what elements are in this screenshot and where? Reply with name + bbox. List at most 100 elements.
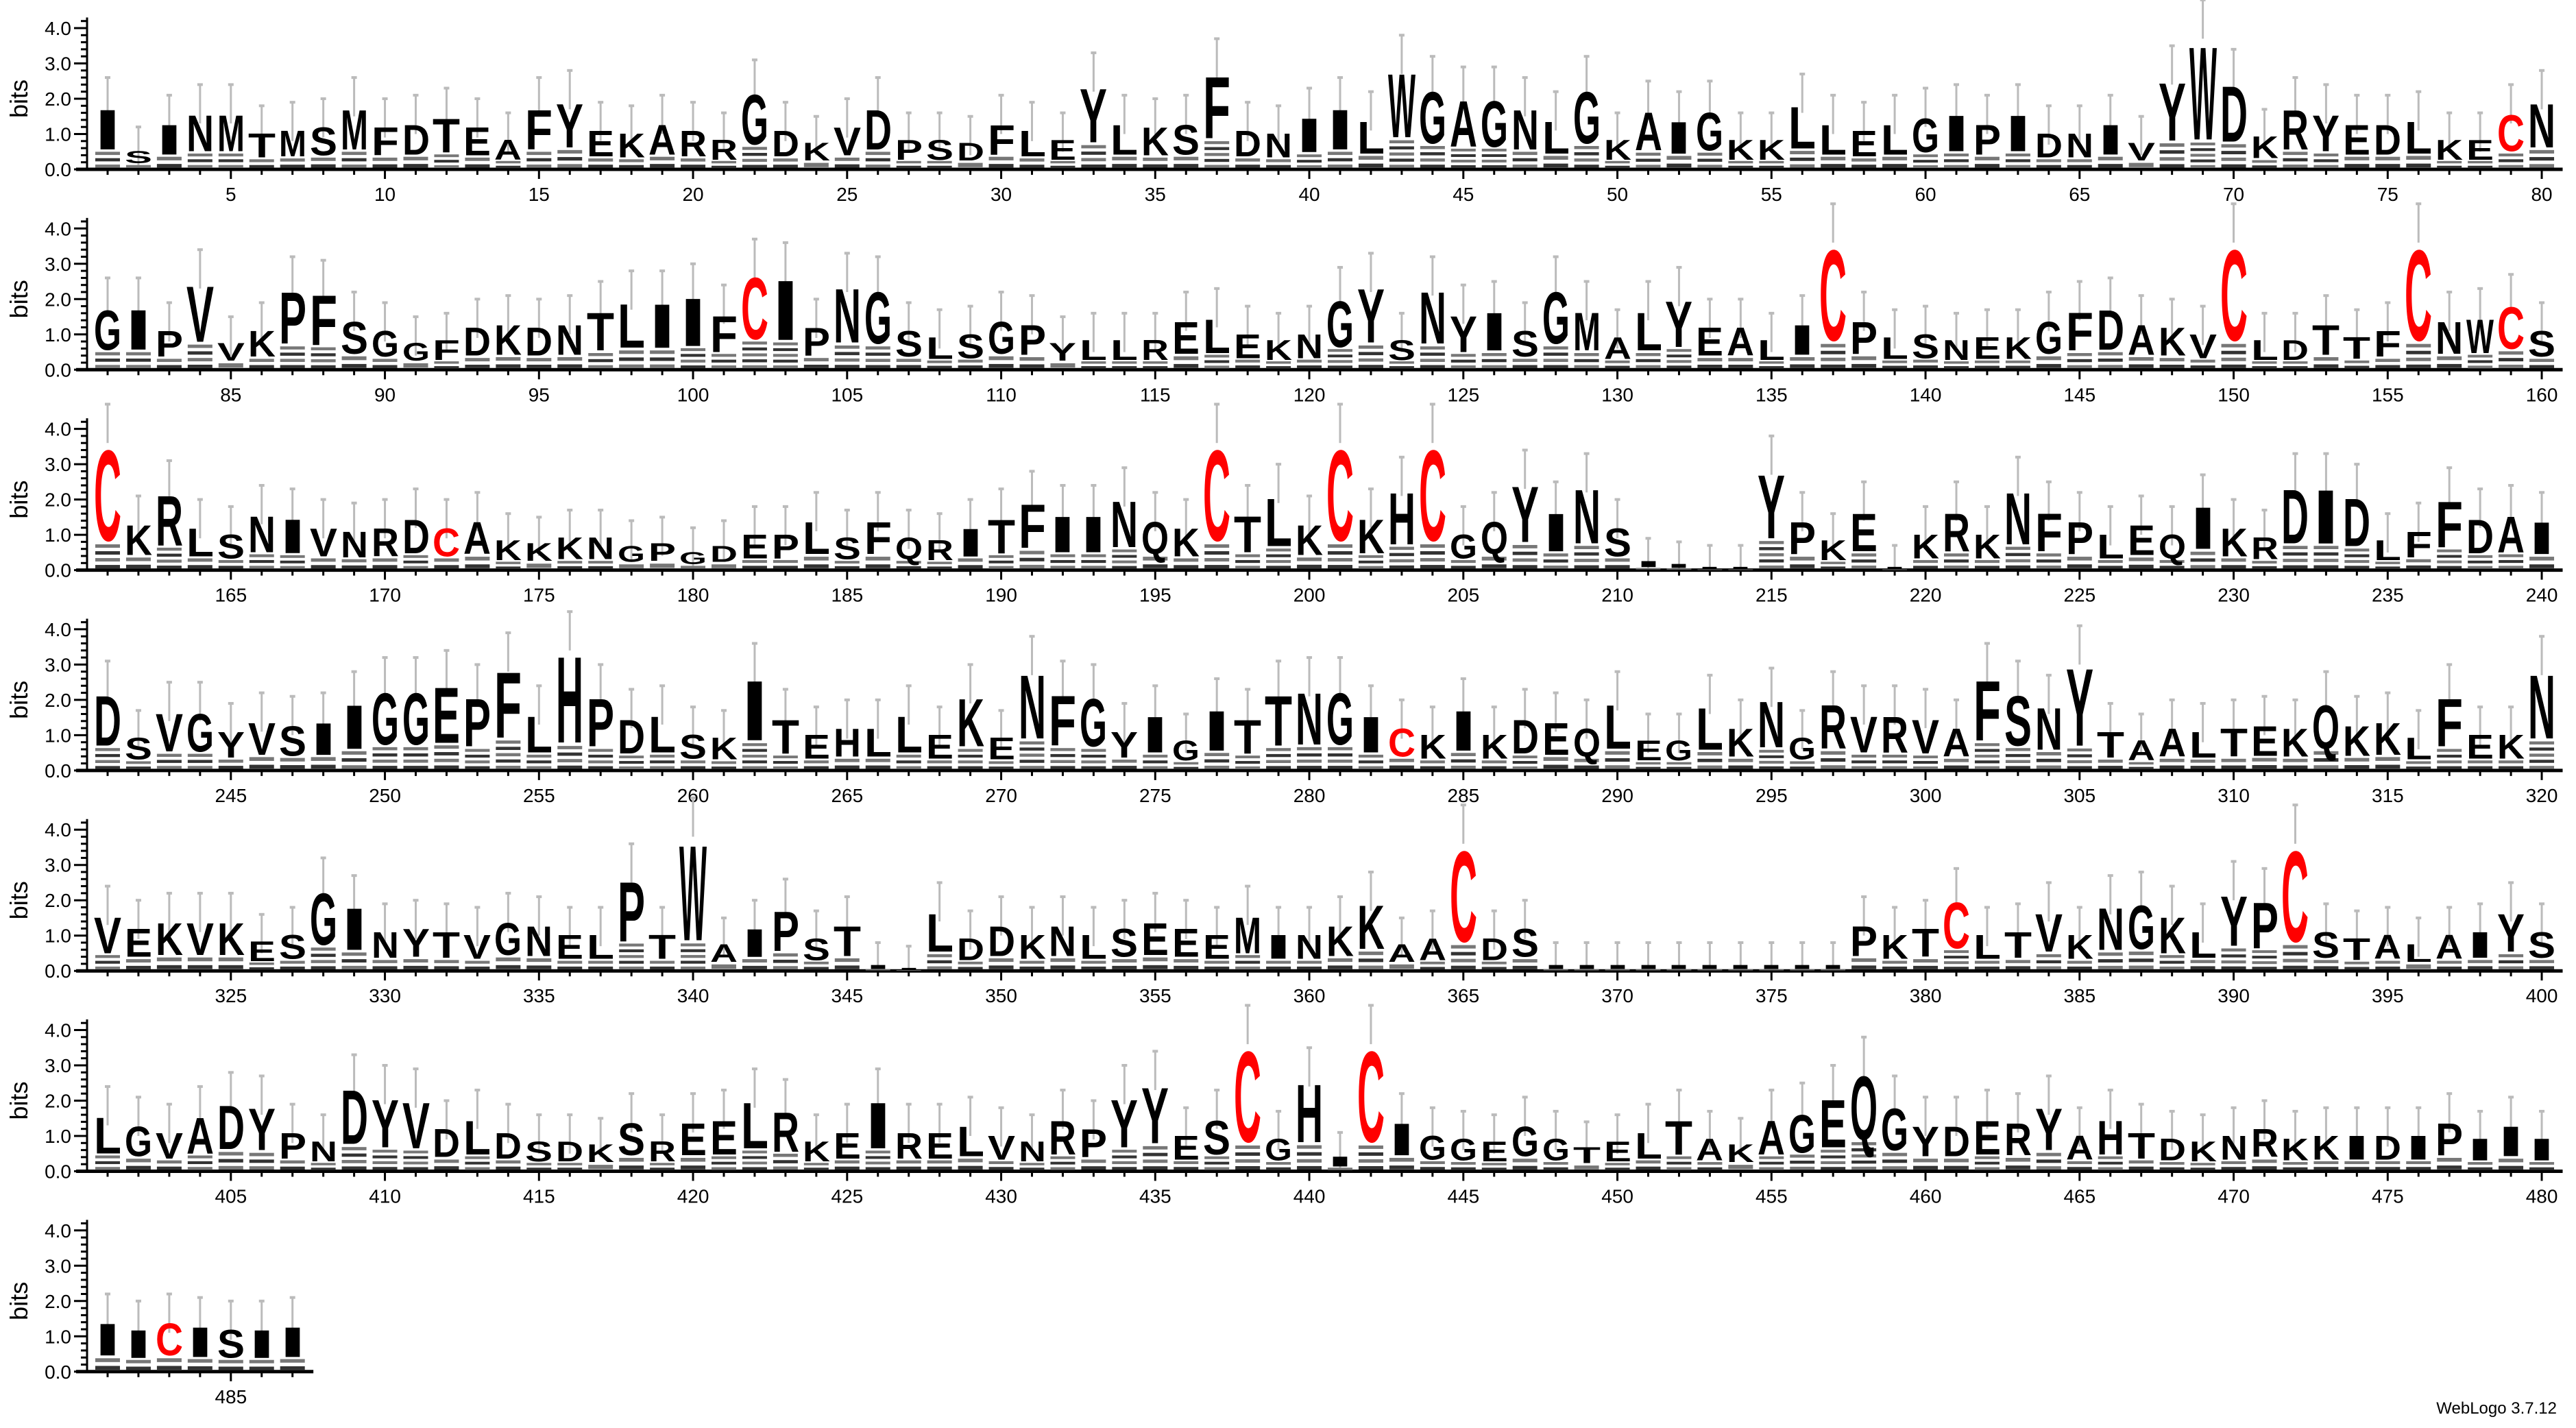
x-tick-label: 445: [1447, 1186, 1479, 1207]
minor-residue-stack: [1882, 966, 1908, 970]
minor-residue-stack: [1266, 960, 1291, 964]
minor-residue-stack: [712, 359, 736, 363]
minor-residue-stack: [187, 558, 212, 562]
minor-residue-stack: [125, 1165, 151, 1170]
minor-residue-stack: [526, 564, 552, 568]
minor-residue-stack: [927, 766, 952, 769]
minor-residue-stack: [2529, 960, 2555, 963]
minor-residue-stack: [1512, 558, 1538, 562]
minor-residue-stack: [988, 560, 1014, 564]
minor-residue-stack: [958, 967, 983, 970]
minor-residue-stack: [249, 554, 274, 557]
minor-residue-stack: [958, 365, 983, 369]
minor-residue-stack: [1389, 559, 1414, 563]
minor-residue-stack: [742, 147, 767, 150]
minor-residue-stack: [619, 357, 644, 361]
minor-residue-stack: [1821, 364, 1846, 368]
minor-residue-stack: [712, 564, 736, 568]
minor-residue-stack: [927, 165, 952, 169]
minor-residue-stack: [1358, 352, 1383, 356]
minor-residue-stack: [588, 158, 613, 162]
minor-residue-stack: [834, 758, 860, 762]
minor-residue-stack: [557, 566, 583, 569]
minor-residue-stack: [2283, 165, 2308, 168]
minor-residue-stack: [1266, 1162, 1291, 1165]
minor-residue-stack: [1913, 365, 1939, 369]
y-tick-label: 3.0: [45, 654, 71, 675]
minor-residue-stack: [1297, 966, 1322, 970]
minor-residue-stack: [1112, 965, 1137, 969]
minor-residue-stack: [2128, 557, 2154, 561]
minor-residue-stack: [1297, 165, 1322, 169]
minor-residue-stack: [2221, 144, 2246, 148]
minor-residue-stack: [1204, 141, 1230, 145]
minor-residue-stack: [2098, 559, 2123, 564]
minor-residue-stack: [187, 753, 212, 758]
minor-residue-stack: [156, 766, 182, 769]
minor-residue-stack: [465, 766, 490, 769]
minor-residue-stack: [1143, 766, 1168, 769]
minor-residue-stack: [125, 1366, 151, 1370]
minor-residue-stack: [2005, 766, 2030, 769]
minor-residue-stack: [834, 561, 860, 564]
minor-residue-stack: [1512, 544, 1538, 548]
minor-residue-stack: [249, 365, 274, 369]
minor-residue-stack: [619, 364, 644, 368]
minor-residue-stack: [2159, 364, 2185, 368]
minor-residue-stack: [249, 962, 274, 965]
minor-residue-stack: [2252, 1159, 2277, 1163]
minor-residue-stack: [1081, 960, 1106, 964]
minor-residue-stack: [1450, 958, 1476, 963]
minor-residue-stack: [341, 965, 367, 969]
minor-residue-stack: [1328, 152, 1352, 156]
minor-residue-stack: [927, 1160, 952, 1164]
y-tick-label: 3.0: [45, 1255, 71, 1276]
minor-residue-stack: [249, 757, 274, 761]
minor-residue-stack: [1790, 564, 1815, 568]
minor-residue-stack: [1420, 544, 1445, 548]
minor-residue-stack: [681, 1157, 706, 1162]
minor-residue-stack: [896, 561, 921, 564]
minor-residue-stack: [1297, 365, 1322, 369]
minor-residue-stack: [434, 154, 459, 158]
minor-residue-stack: [1728, 364, 1753, 368]
minor-residue-stack: [1235, 960, 1261, 964]
minor-residue-stack: [1605, 751, 1630, 755]
minor-residue-stack: [1112, 1155, 1137, 1159]
minor-residue-stack: [557, 1163, 583, 1165]
x-tick-label: 375: [1755, 985, 1788, 1006]
x-tick-label: 15: [528, 184, 550, 205]
minor-residue-stack: [95, 1161, 120, 1165]
minor-residue-stack: [2036, 356, 2061, 361]
minor-residue-stack: [156, 156, 182, 160]
minor-residue-stack: [619, 955, 644, 958]
minor-residue-stack: [249, 159, 274, 162]
minor-residue-stack: [1112, 164, 1137, 168]
minor-residue-stack: [1450, 159, 1476, 162]
y-axis-label: bits: [5, 280, 33, 318]
minor-residue-stack: [650, 357, 675, 361]
minor-residue-stack: [1697, 969, 1723, 971]
minor-residue-stack: [496, 1160, 521, 1164]
minor-residue-stack: [557, 960, 583, 964]
minor-residue-stack: [1759, 361, 1784, 364]
x-tick-label: 60: [1915, 184, 1936, 205]
minor-residue-stack: [2098, 365, 2123, 368]
minor-residue-stack: [1821, 758, 1846, 762]
minor-residue-stack: [742, 1156, 767, 1159]
minor-residue-stack: [557, 157, 583, 161]
minor-residue-stack: [1481, 154, 1507, 157]
minor-residue-stack: [1913, 766, 1939, 769]
minor-residue-stack: [526, 958, 552, 963]
minor-residue-stack: [218, 1359, 243, 1364]
minor-residue-stack: [1297, 154, 1322, 158]
minor-residue-stack: [619, 1157, 644, 1162]
minor-residue-stack: [2468, 165, 2493, 169]
minor-residue-stack: [1974, 156, 2000, 160]
minor-residue-stack: [1944, 956, 1969, 959]
minor-residue-stack: [2313, 153, 2339, 157]
minor-residue-stack: [2437, 160, 2462, 164]
minor-residue-stack: [1481, 365, 1507, 369]
minor-residue-stack: [2221, 960, 2246, 964]
minor-residue-stack: [526, 358, 552, 362]
